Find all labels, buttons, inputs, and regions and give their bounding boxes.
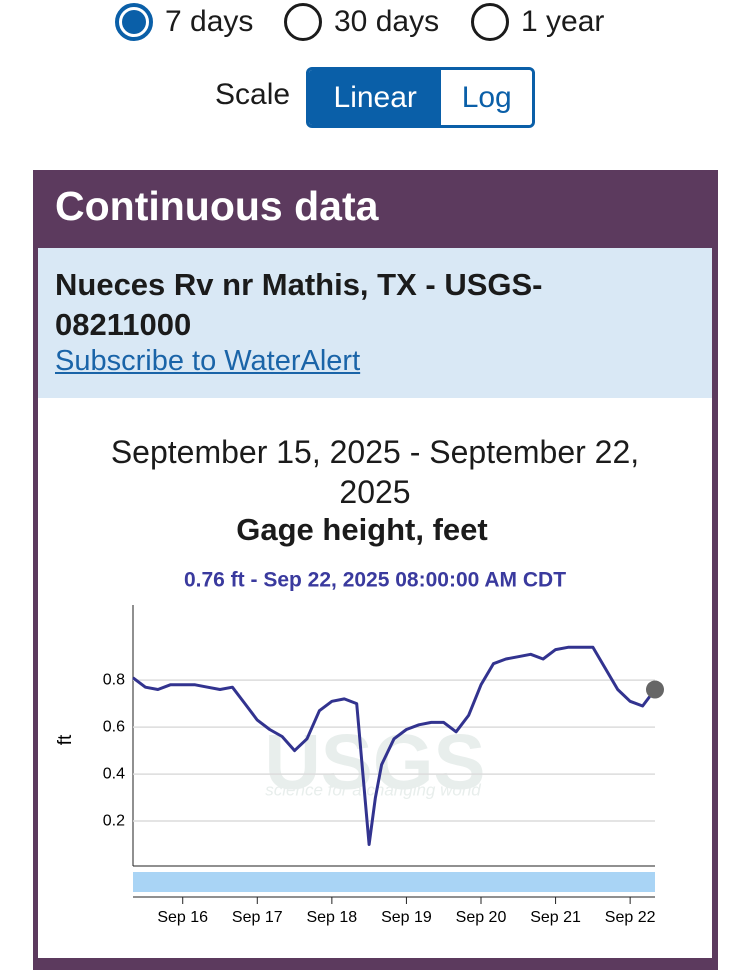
chart-panel [38,398,712,958]
radio-circle[interactable] [284,3,322,41]
tooltip: 0.76 ft - Sep 22, 2025 08:00:00 AM CDT [184,569,566,592]
x-tick-label: Sep 18 [306,909,357,926]
x-tick-label: Sep 20 [456,909,507,926]
highlight-point [646,680,664,699]
scale-label: Scale [215,78,291,111]
brush-bar[interactable] [133,872,655,892]
radio-circle[interactable] [115,3,153,41]
radio-label: 30 days [334,5,440,38]
card-title: Continuous data [55,183,379,229]
watermark-tagline: science for a changing world [265,780,481,799]
y-tick-label: 0.6 [103,718,125,735]
data-line [132,645,657,846]
chart-subtitle: Gage height, feet [236,512,488,547]
x-tick-label: Sep 16 [157,909,208,926]
y-tick-label: 0.2 [103,812,125,829]
watermark-logo: USGS [264,718,485,806]
y-axis-label: ft [55,734,76,745]
x-tick-label: Sep 17 [232,909,283,926]
site-box [38,248,712,398]
scale-toggle: Linear Log [306,67,535,128]
radio-label: 7 days [165,5,254,38]
y-tick-label: 0.8 [103,671,125,688]
x-tick-label: Sep 19 [381,909,432,926]
y-tick-label: 0.4 [103,765,125,782]
scale-button[interactable]: Log [441,70,532,125]
x-tick-label: Sep 22 [605,909,656,926]
radio-circle[interactable] [471,3,509,41]
chart-title: September 15, 2025 - September 22, 2025 [110,434,640,510]
scale-button[interactable]: Linear [309,70,442,125]
period-option[interactable]: 30 days [284,3,439,41]
site-name: Nueces Rv nr Mathis, TX - USGS-08211000 [55,267,543,342]
period-option[interactable]: 1 year [471,3,604,41]
period-option[interactable]: 7 days [115,3,253,41]
radio-label: 1 year [521,5,605,38]
wateralert-link[interactable]: Subscribe to WaterAlert [55,345,361,377]
x-tick-label: Sep 21 [530,909,581,926]
